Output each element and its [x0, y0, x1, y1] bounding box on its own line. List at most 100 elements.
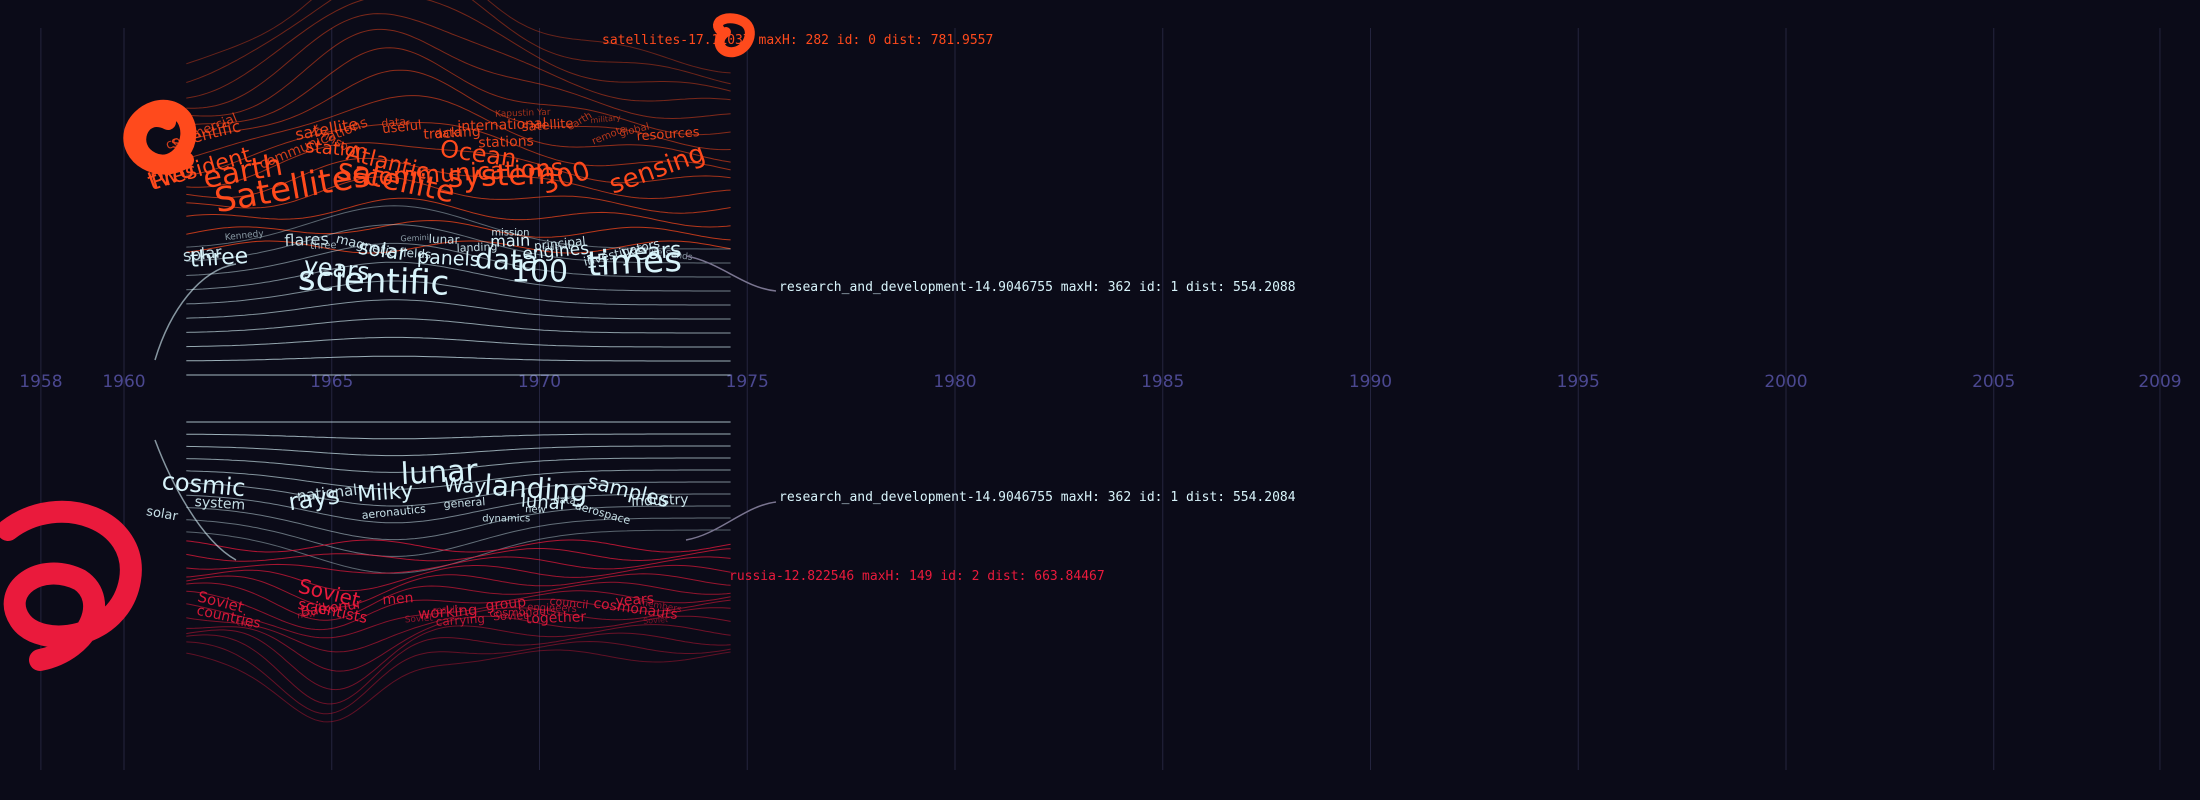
stream-contour — [186, 0, 731, 99]
satellites-loop-marker — [123, 99, 197, 175]
stream-word: group — [485, 594, 527, 614]
info-connector — [685, 255, 777, 292]
stream-word: 100 — [511, 254, 568, 289]
stream-word: working — [417, 601, 478, 623]
stream-contour — [186, 261, 731, 292]
stream-contour — [186, 355, 731, 362]
stream-word: cosmonauts — [489, 604, 556, 619]
stream-contour — [186, 336, 731, 348]
stream-word: Kennedy — [224, 229, 264, 243]
x-tick-label: 1960 — [102, 372, 145, 392]
stream-contour — [186, 205, 731, 250]
stream-contour — [186, 607, 731, 653]
stream-markers — [0, 13, 755, 671]
stream-contour — [186, 529, 731, 574]
stream-word: resources — [636, 125, 700, 144]
stream-word: panels — [417, 246, 481, 271]
stream-info-labels: satellites-17.11037 maxH: 282 id: 0 dist… — [602, 33, 1296, 584]
stream-word: engineers — [527, 602, 577, 615]
stream-word: landing — [483, 468, 589, 508]
russia-loop-marker — [0, 500, 142, 671]
stream-contour — [186, 481, 731, 507]
stream-word: Gemini — [400, 233, 429, 243]
series-info-label: satellites-17.11037 maxH: 282 id: 0 dist… — [602, 33, 993, 48]
stream-word: dynamics — [482, 514, 530, 525]
stream-contour — [186, 581, 731, 621]
stream-word: flares — [284, 229, 329, 250]
stream-contour — [186, 13, 731, 109]
stream-word: lunar — [520, 491, 568, 515]
stream-word: men — [382, 590, 414, 608]
stream-word: Soviet — [404, 613, 433, 625]
stream-contour — [186, 556, 731, 574]
stream-contour — [186, 548, 731, 562]
x-tick-label: 1970 — [518, 372, 561, 392]
stream-word: aerospace — [574, 499, 632, 527]
stream-word: general — [443, 495, 486, 511]
stream-word: data — [474, 242, 539, 278]
stream-word: principal — [533, 234, 586, 253]
stream-contour — [186, 539, 731, 553]
stream-edge — [154, 263, 237, 361]
stream-contour — [186, 47, 731, 136]
stream-contour — [186, 457, 731, 473]
x-tick-label: 1980 — [933, 372, 976, 392]
stream-word: three — [189, 244, 249, 273]
x-tick-label: 1958 — [19, 372, 62, 392]
stream-contour — [186, 564, 731, 592]
stream-word: three — [310, 240, 337, 252]
stream-contour — [186, 469, 731, 490]
stream-contour — [186, 649, 731, 723]
stream-contour — [186, 122, 731, 176]
x-tick-label: 1975 — [726, 372, 769, 392]
x-tick-label: 1985 — [1141, 372, 1184, 392]
stream-contour — [186, 299, 731, 320]
stream-word: industry — [631, 492, 689, 510]
stream-contour — [186, 624, 731, 691]
stream-word: Way — [443, 473, 487, 498]
stream-word: federal — [541, 241, 570, 253]
stream-word: years — [615, 591, 655, 610]
stream-contour — [186, 242, 731, 278]
stream-word: together — [526, 609, 587, 627]
stream-word: years — [620, 238, 682, 267]
x-tick-label: 1995 — [1557, 372, 1600, 392]
stream-contour — [186, 445, 731, 457]
stream-contour — [186, 433, 731, 440]
stream-contour — [186, 197, 731, 228]
series-info-label: research_and_development-14.9046755 maxH… — [779, 280, 1296, 295]
stream-contour — [186, 280, 731, 306]
stream-contour — [186, 0, 731, 74]
stream-contour — [186, 318, 731, 334]
stream-contour — [186, 142, 731, 188]
x-tick-label: 1965 — [310, 372, 353, 392]
stream-contour — [186, 28, 731, 120]
stream-word: useful — [382, 118, 423, 137]
stream-word: system — [447, 156, 557, 195]
stream-edge — [154, 439, 237, 561]
stream-word: solar — [145, 504, 179, 524]
stream-contour — [186, 590, 731, 631]
stream-contour — [186, 224, 731, 264]
series-info-label: russia-12.822546 maxH: 149 id: 2 dist: 6… — [729, 569, 1105, 584]
stream-word: data — [381, 115, 407, 130]
stream-contour — [186, 240, 731, 254]
stream-word: Milky — [356, 479, 414, 508]
stream-word: solar — [182, 242, 223, 265]
stream-word: Kapustin Yar — [495, 108, 551, 120]
stream-contour — [186, 517, 731, 557]
stream-word: landing — [456, 240, 497, 254]
x-tick-label: 1990 — [1349, 372, 1392, 392]
stream-contour — [186, 219, 731, 241]
stream-contour — [186, 493, 731, 524]
stream-word: tracking — [423, 124, 481, 143]
stream-word: lunar — [400, 453, 479, 492]
stream-word: results — [433, 605, 464, 616]
stream-word: data — [553, 495, 576, 507]
stream-contour — [186, 69, 731, 151]
stream-word: international — [457, 116, 547, 135]
stream-word: military — [590, 113, 622, 125]
series-info-label: research_and_development-14.9046755 maxH… — [779, 490, 1296, 505]
stream-word: two — [236, 618, 254, 631]
